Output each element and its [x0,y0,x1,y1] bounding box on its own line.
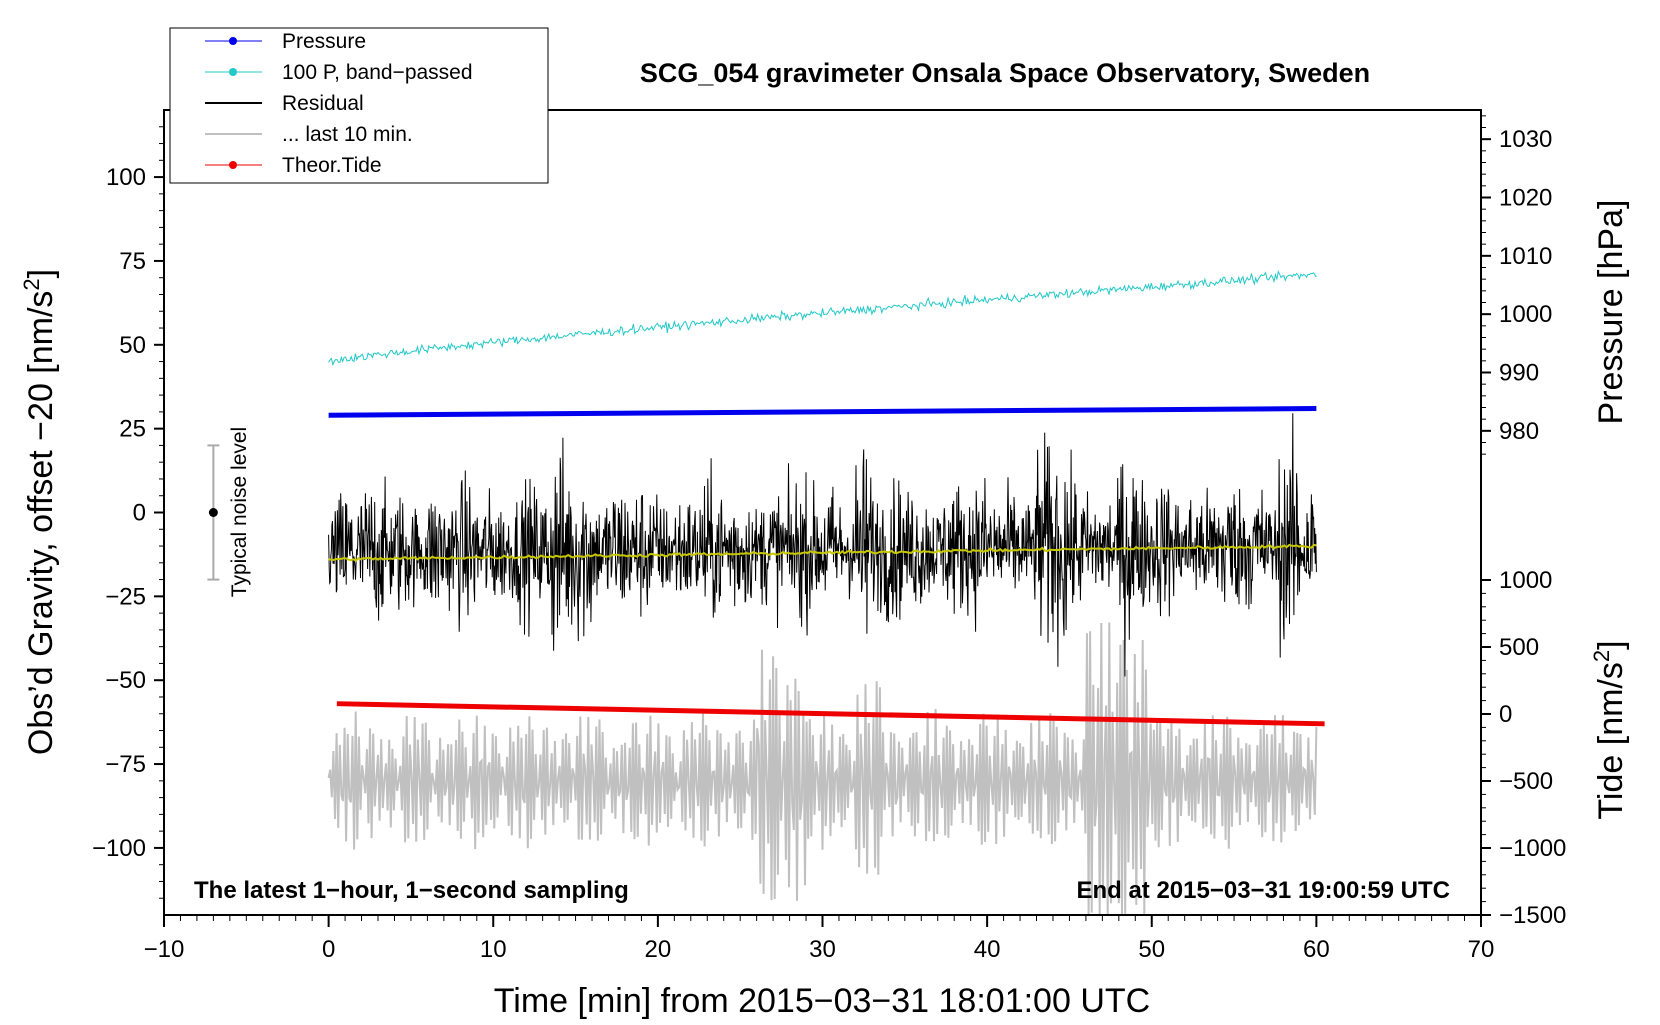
annotation-sampling: The latest 1−hour, 1−second sampling [194,877,629,904]
pressure-tick-label: 1010 [1499,243,1552,270]
x-tick-label: 10 [480,936,507,963]
pressure-tick-label: 990 [1499,360,1539,387]
pressure-tick-label: 1000 [1499,301,1552,328]
x-tick-label: 40 [974,936,1001,963]
y-axis-title-gravity: Obs’d Gravity, offset −20 [nm/s2] [19,269,60,755]
legend-label: ... last 10 min. [282,123,413,146]
y-tick-label: −50 [105,667,146,694]
x-tick-label: 20 [645,936,672,963]
y-tick-label: 0 [133,500,146,527]
y-axis-title-gravity-end: ] [22,269,60,278]
pressure-tick-label: 980 [1499,418,1539,445]
x-tick-label: 50 [1138,936,1165,963]
x-tick-label: 60 [1303,936,1330,963]
series-pressure [328,406,1317,418]
series-residual [328,413,1317,677]
y-tick-label: 50 [119,332,146,359]
annotation-end-time: End at 2015−03−31 19:00:59 UTC [1076,877,1450,904]
tide-tick-label: 1000 [1499,567,1552,594]
x-tick-label: 0 [322,936,335,963]
y-axis-title-pressure: Pressure [hPa] [1592,200,1630,425]
y-axis-title-tide: Tide [nm/s2] [1589,640,1630,819]
y-tick-label: −100 [92,835,146,862]
legend-marker [229,37,237,45]
legend-marker [229,161,237,169]
x-tick-label: 30 [809,936,836,963]
x-tick-label: −10 [144,936,185,963]
x-tick-label: 70 [1468,936,1495,963]
legend-box [169,27,549,184]
series-band-passed [328,270,1317,367]
y-tick-label: 100 [106,164,146,191]
series-residual-smoothed [328,543,1317,562]
y-axis-title-tide-main: Tide [nm/s [1592,662,1630,819]
legend-label: Theor.Tide [282,154,382,177]
y-axis-title-gravity-main: Obs’d Gravity, offset −20 [nm/s [22,291,60,756]
legend-marker [229,68,237,76]
y-axis-title-tide-end: ] [1592,640,1630,649]
y-axis-title-gravity-sup: 2 [19,278,44,290]
series-last-10-min [327,622,1318,915]
legend: Pressure 100 P, band−passed Residual ... la… [169,27,549,184]
chart-title: SCG_054 gravimeter Onsala Space Observat… [640,58,1370,88]
tide-tick-label: −1500 [1499,902,1566,929]
tide-tick-label: 0 [1499,701,1512,728]
series-theor-tide [336,701,1325,727]
tide-tick-label: −1000 [1499,835,1566,862]
y-tick-label: 25 [119,416,146,443]
legend-label: Residual [282,92,364,115]
y-tick-label: −25 [105,583,146,610]
legend-items: Pressure 100 P, band−passed Residual ... la… [205,30,473,177]
tide-tick-label: 500 [1499,634,1539,661]
x-axis-title: Time [min] from 2015−03−31 18:01:00 UTC [494,982,1150,1020]
data-layer [207,270,1325,915]
y-tick-label: −75 [105,751,146,778]
pressure-tick-label: 1020 [1499,185,1552,212]
axes-layer: −10 0 10 20 30 40 50 60 701007550250−25−50−75−10… [92,115,1566,963]
y-tick-label: 75 [119,248,146,275]
legend-label: Pressure [282,30,366,53]
noise-level-label: Typical noise level [228,427,251,597]
legend-label: 100 P, band−passed [282,61,473,84]
noise-bar-center [208,508,218,517]
y-axis-title-tide-sup: 2 [1589,650,1614,662]
pressure-tick-label: 1030 [1499,126,1552,153]
tide-tick-label: −500 [1499,768,1553,795]
